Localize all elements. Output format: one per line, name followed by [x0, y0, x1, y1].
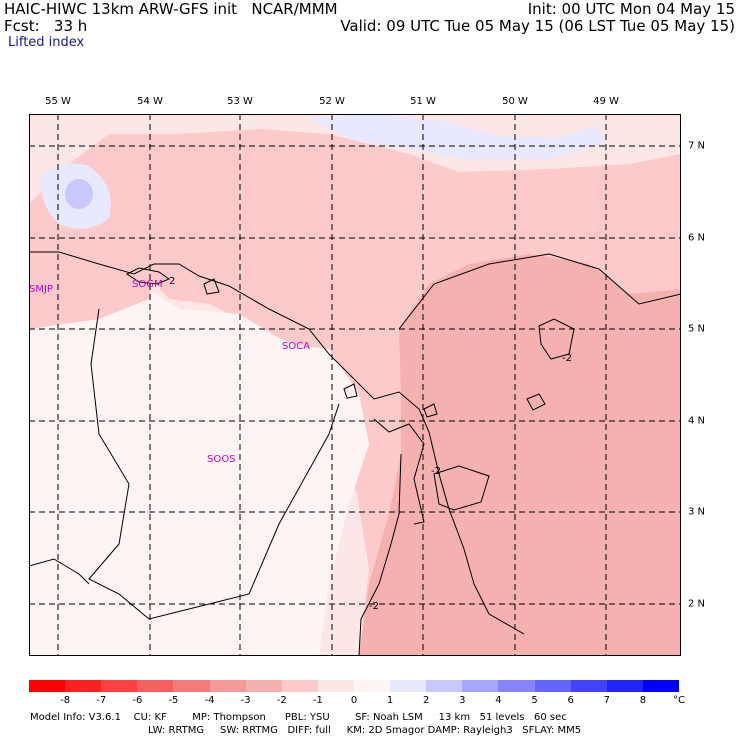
lat-label: 5 N: [688, 323, 706, 335]
color-swatch: [462, 680, 499, 692]
lon-label: 50 W: [502, 96, 528, 107]
lat-label: 2 N: [688, 598, 706, 610]
station-sogm: SOGM: [132, 279, 163, 290]
color-swatch: [642, 680, 679, 692]
map-title: HAIC-HIWC 13km ARW-GFS init NCAR/MMM: [4, 0, 338, 18]
lon-label: 53 W: [227, 96, 253, 107]
map-frame: [29, 114, 681, 656]
model-info-line1: Model Info: V3.6.1 CU: KF MP: Thompson P…: [30, 712, 567, 723]
color-scale-tick: 1: [386, 695, 394, 706]
contour-label: 2: [169, 276, 175, 287]
color-swatch: [101, 680, 138, 692]
color-swatch: [65, 680, 102, 692]
color-scale-tick: 8: [639, 695, 647, 706]
color-swatch: [426, 680, 463, 692]
lon-label: 49 W: [593, 96, 619, 107]
field-region-stable-north: [309, 114, 609, 159]
color-swatch: [245, 680, 282, 692]
station-smjp: SMJP: [29, 284, 53, 295]
color-swatch: [353, 680, 391, 692]
color-scale-tick: 5: [531, 695, 538, 706]
valid-time: Valid: 09 UTC Tue 05 May 15 (06 LST Tue …: [340, 17, 735, 35]
color-swatch: [606, 680, 643, 692]
color-scale-tick: -7: [96, 695, 107, 706]
field-name: Lifted index: [8, 35, 85, 50]
color-scale-tick: 2: [423, 695, 430, 706]
color-scale-tick: 6: [567, 695, 574, 706]
forecast-hour: Fcst: 33 h: [4, 17, 88, 35]
graticule: [29, 114, 681, 656]
color-swatch: [534, 680, 571, 692]
lon-label: 52 W: [319, 96, 345, 107]
lon-label: 54 W: [137, 96, 163, 107]
color-scale-tick: -6: [132, 695, 143, 706]
contour-label: -2: [562, 353, 572, 364]
color-scale-unit: °C: [673, 695, 685, 706]
station-soca: SOCA: [282, 341, 310, 352]
color-scale-bar: [29, 680, 679, 692]
color-swatch: [317, 680, 354, 692]
lon-label: 51 W: [410, 96, 436, 107]
color-scale-tick: 7: [603, 695, 610, 706]
color-swatch: [29, 680, 66, 692]
station-soos: SOOS: [207, 454, 235, 465]
field-region-stable-core: [65, 179, 93, 209]
lat-label: 4 N: [688, 415, 706, 427]
color-swatch: [209, 680, 246, 692]
color-scale-tick: -2: [276, 695, 287, 706]
color-scale-tick: 4: [495, 695, 502, 706]
contour-label: -2: [369, 601, 379, 612]
lat-label: 3 N: [688, 506, 706, 518]
color-scale-tick: -4: [204, 695, 215, 706]
color-swatch: [498, 680, 535, 692]
contour-lines: [126, 253, 681, 656]
field-region-unstable: [359, 254, 681, 656]
color-swatch: [281, 680, 318, 692]
color-scale-tick: 3: [459, 695, 466, 706]
model-info-line2: LW: RRTMG SW: RRTMG DIFF: full KM: 2D Sm…: [148, 725, 582, 736]
color-swatch: [137, 680, 174, 692]
color-scale-tick: -3: [240, 695, 251, 706]
color-scale-tick: -8: [60, 695, 71, 706]
color-swatch: [390, 680, 427, 692]
lat-label: 7 N: [688, 140, 706, 152]
field-region-coast-west: [29, 244, 154, 329]
field-region-north: [29, 114, 681, 204]
lat-label: 6 N: [688, 232, 706, 244]
color-swatch: [173, 680, 210, 692]
init-time: Init: 00 UTC Mon 04 May 15: [527, 0, 735, 18]
color-scale-tick: -5: [168, 695, 179, 706]
contour-label: -2: [431, 466, 441, 477]
lon-label: 55 W: [45, 96, 71, 107]
lifted-index-map[interactable]: SMJP SOGM SOCA SOOS 2 -2 -2 -2: [29, 114, 681, 656]
color-swatch: [570, 680, 607, 692]
color-scale-tick: 0: [350, 695, 358, 706]
color-scale-tick: -1: [312, 695, 323, 706]
field-region-warm: [29, 274, 369, 656]
